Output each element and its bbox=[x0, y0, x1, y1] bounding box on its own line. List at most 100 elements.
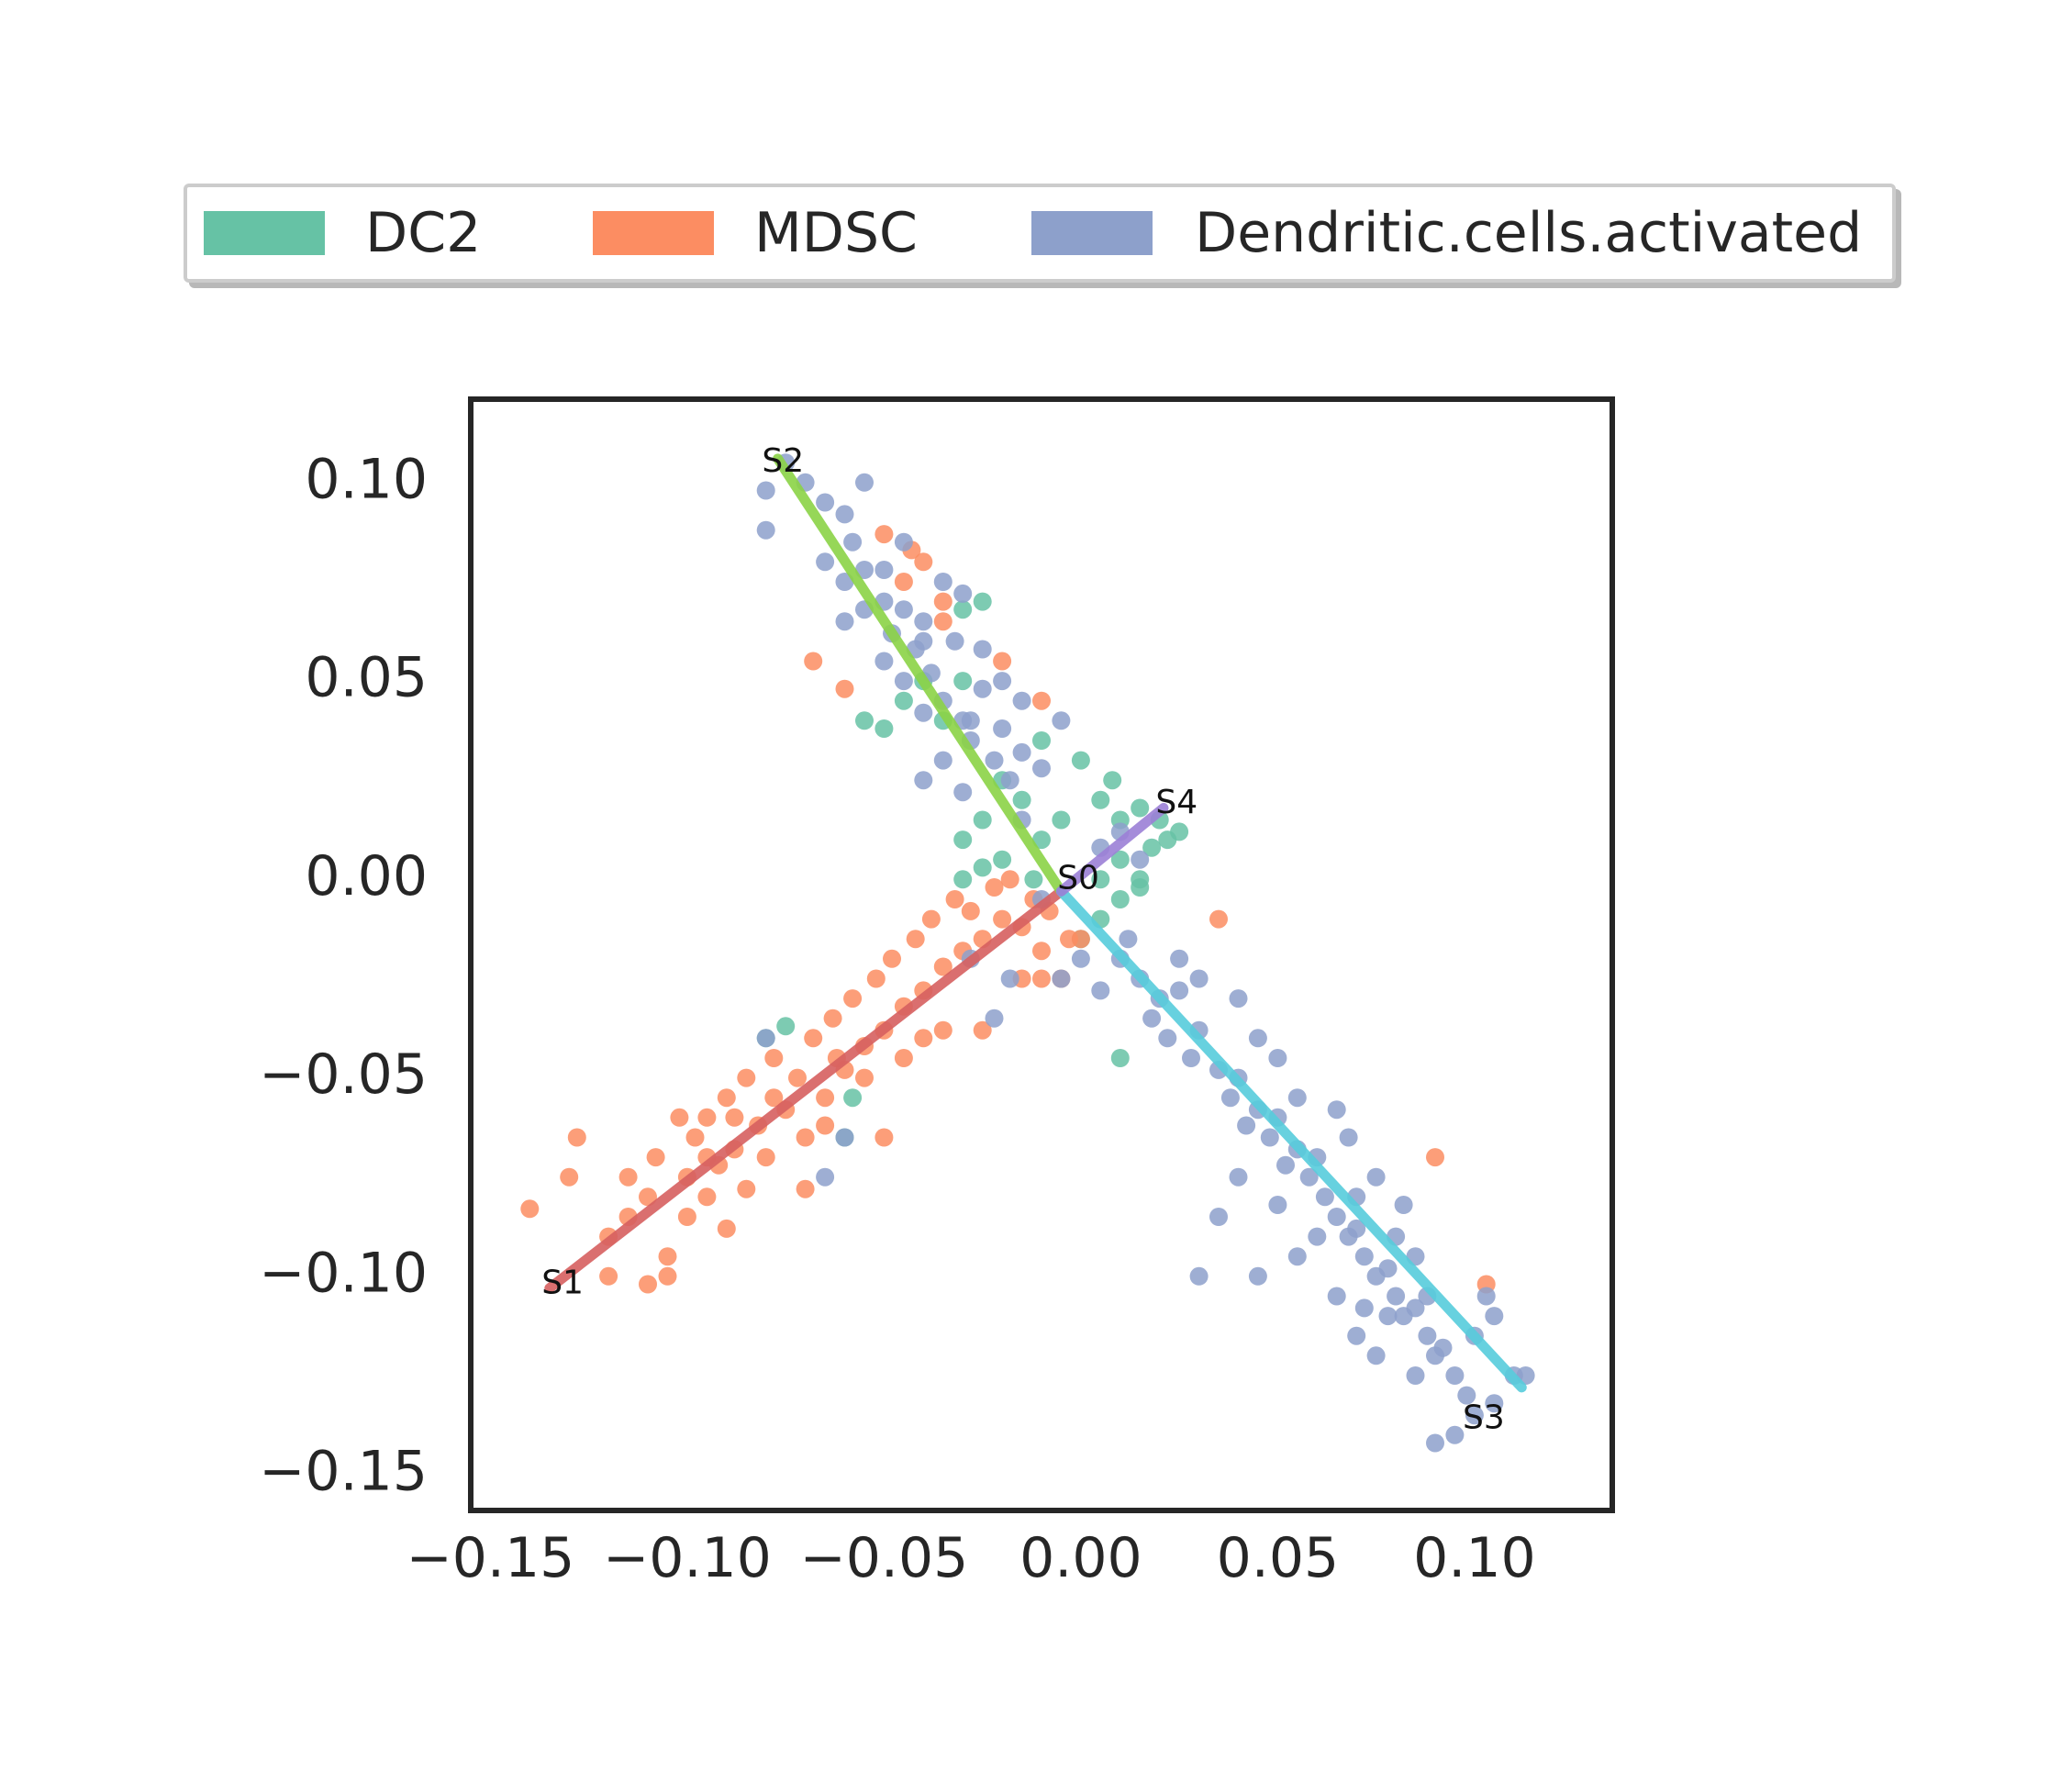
point-dendritic-cells-activated bbox=[1287, 1247, 1307, 1266]
point-mdsc bbox=[1000, 870, 1019, 889]
point-dc2 bbox=[1142, 838, 1162, 857]
point-mdsc bbox=[855, 1068, 874, 1087]
point-dendritic-cells-activated bbox=[914, 612, 933, 631]
point-dendritic-cells-activated bbox=[874, 561, 894, 579]
point-dc2 bbox=[973, 592, 992, 611]
point-mdsc bbox=[866, 969, 886, 988]
point-mdsc bbox=[796, 1179, 815, 1198]
point-dendritic-cells-activated bbox=[1052, 711, 1071, 730]
point-dendritic-cells-activated bbox=[756, 481, 775, 500]
point-mdsc bbox=[921, 909, 941, 929]
point-dc2 bbox=[1032, 830, 1051, 850]
point-dendritic-cells-activated bbox=[1158, 1029, 1177, 1048]
node-label-s0: S0 bbox=[1057, 859, 1099, 897]
node-labels-layer: S0 S1 S2 S3 S4 bbox=[541, 442, 1505, 1436]
point-dendritic-cells-activated bbox=[1299, 1167, 1319, 1187]
y-tick-label: 0.05 bbox=[305, 646, 428, 710]
point-dendritic-cells-activated bbox=[953, 584, 973, 603]
point-mdsc bbox=[945, 890, 964, 908]
point-dc2 bbox=[1110, 850, 1130, 869]
scatter-points-layer bbox=[520, 453, 1535, 1453]
x-tick-label: 0.10 bbox=[1413, 1526, 1536, 1590]
point-dendritic-cells-activated bbox=[835, 1128, 854, 1147]
point-dendritic-cells-activated bbox=[933, 751, 952, 770]
point-dendritic-cells-activated bbox=[1000, 969, 1019, 988]
point-dendritic-cells-activated bbox=[1406, 1366, 1425, 1385]
point-dendritic-cells-activated bbox=[1012, 742, 1031, 762]
point-mdsc bbox=[764, 1088, 784, 1108]
point-dc2 bbox=[894, 691, 913, 710]
point-dendritic-cells-activated bbox=[985, 751, 1004, 770]
point-dendritic-cells-activated bbox=[1347, 1219, 1366, 1238]
point-dendritic-cells-activated bbox=[1347, 1326, 1366, 1345]
point-mdsc bbox=[677, 1208, 696, 1226]
point-dendritic-cells-activated bbox=[1308, 1227, 1327, 1246]
trajectory-s0-s2 bbox=[773, 453, 1066, 897]
point-dc2 bbox=[1131, 870, 1150, 889]
point-mdsc bbox=[804, 652, 823, 671]
point-mdsc bbox=[1426, 1148, 1444, 1167]
point-dendritic-cells-activated bbox=[874, 652, 894, 671]
node-label-s3: S3 bbox=[1463, 1399, 1505, 1437]
point-dc2 bbox=[1071, 751, 1090, 770]
point-mdsc bbox=[874, 1128, 894, 1147]
point-dendritic-cells-activated bbox=[1248, 1029, 1267, 1048]
point-dendritic-cells-activated bbox=[1170, 981, 1189, 1000]
point-dendritic-cells-activated bbox=[1366, 1346, 1386, 1365]
point-dendritic-cells-activated bbox=[1327, 1208, 1346, 1226]
point-dendritic-cells-activated bbox=[1327, 1287, 1346, 1306]
trajectory-lines-layer bbox=[544, 453, 1527, 1393]
node-label-s1: S1 bbox=[541, 1265, 584, 1302]
point-mdsc bbox=[835, 679, 854, 698]
point-dendritic-cells-activated bbox=[1445, 1366, 1465, 1385]
point-mdsc bbox=[717, 1219, 736, 1238]
point-dendritic-cells-activated bbox=[993, 672, 1012, 691]
point-dc2 bbox=[1012, 790, 1031, 809]
point-dc2 bbox=[953, 830, 973, 850]
point-dendritic-cells-activated bbox=[985, 1009, 1004, 1028]
point-dendritic-cells-activated bbox=[1209, 1208, 1228, 1226]
point-mdsc bbox=[914, 1029, 933, 1048]
point-dc2 bbox=[843, 1088, 863, 1108]
point-dc2 bbox=[973, 858, 992, 877]
point-dendritic-cells-activated bbox=[816, 1167, 835, 1187]
point-dendritic-cells-activated bbox=[855, 561, 874, 579]
point-dendritic-cells-activated bbox=[993, 719, 1012, 738]
point-dc2 bbox=[1103, 771, 1122, 790]
point-dendritic-cells-activated bbox=[1394, 1196, 1413, 1214]
point-dendritic-cells-activated bbox=[1315, 1187, 1334, 1207]
point-mdsc bbox=[618, 1167, 638, 1187]
point-mdsc bbox=[697, 1187, 717, 1207]
point-dendritic-cells-activated bbox=[1248, 1266, 1267, 1286]
y-tick-label: 0.10 bbox=[305, 447, 428, 511]
point-dendritic-cells-activated bbox=[1229, 989, 1248, 1009]
point-mdsc bbox=[874, 525, 894, 544]
point-dendritic-cells-activated bbox=[1268, 1049, 1287, 1067]
point-mdsc bbox=[933, 1020, 952, 1040]
point-mdsc bbox=[933, 592, 952, 611]
point-mdsc bbox=[670, 1108, 689, 1127]
point-mdsc bbox=[639, 1275, 657, 1294]
point-dendritic-cells-activated bbox=[1433, 1338, 1453, 1357]
point-dendritic-cells-activated bbox=[1287, 1088, 1307, 1108]
point-dendritic-cells-activated bbox=[1327, 1100, 1346, 1120]
point-dendritic-cells-activated bbox=[914, 631, 933, 651]
point-mdsc bbox=[646, 1148, 665, 1167]
point-dendritic-cells-activated bbox=[945, 631, 964, 651]
point-dc2 bbox=[1024, 870, 1043, 889]
x-tick-label: −0.15 bbox=[406, 1526, 574, 1590]
point-dendritic-cells-activated bbox=[1189, 1266, 1209, 1286]
point-dendritic-cells-activated bbox=[973, 640, 992, 659]
legend-swatch-mdsc bbox=[593, 211, 714, 255]
point-mdsc bbox=[599, 1266, 618, 1286]
x-tick-label: 0.00 bbox=[1019, 1526, 1142, 1590]
point-dendritic-cells-activated bbox=[1378, 1259, 1398, 1278]
point-dendritic-cells-activated bbox=[1091, 981, 1110, 1000]
legend: DC2 MDSC Dendritic.cells.activated bbox=[184, 184, 1896, 283]
point-dendritic-cells-activated bbox=[1189, 969, 1209, 988]
point-dendritic-cells-activated bbox=[1032, 759, 1051, 778]
point-dendritic-cells-activated bbox=[1276, 1155, 1295, 1175]
plot-area-frame bbox=[468, 396, 1615, 1513]
point-mdsc bbox=[1032, 942, 1051, 961]
point-dendritic-cells-activated bbox=[1354, 1247, 1374, 1266]
